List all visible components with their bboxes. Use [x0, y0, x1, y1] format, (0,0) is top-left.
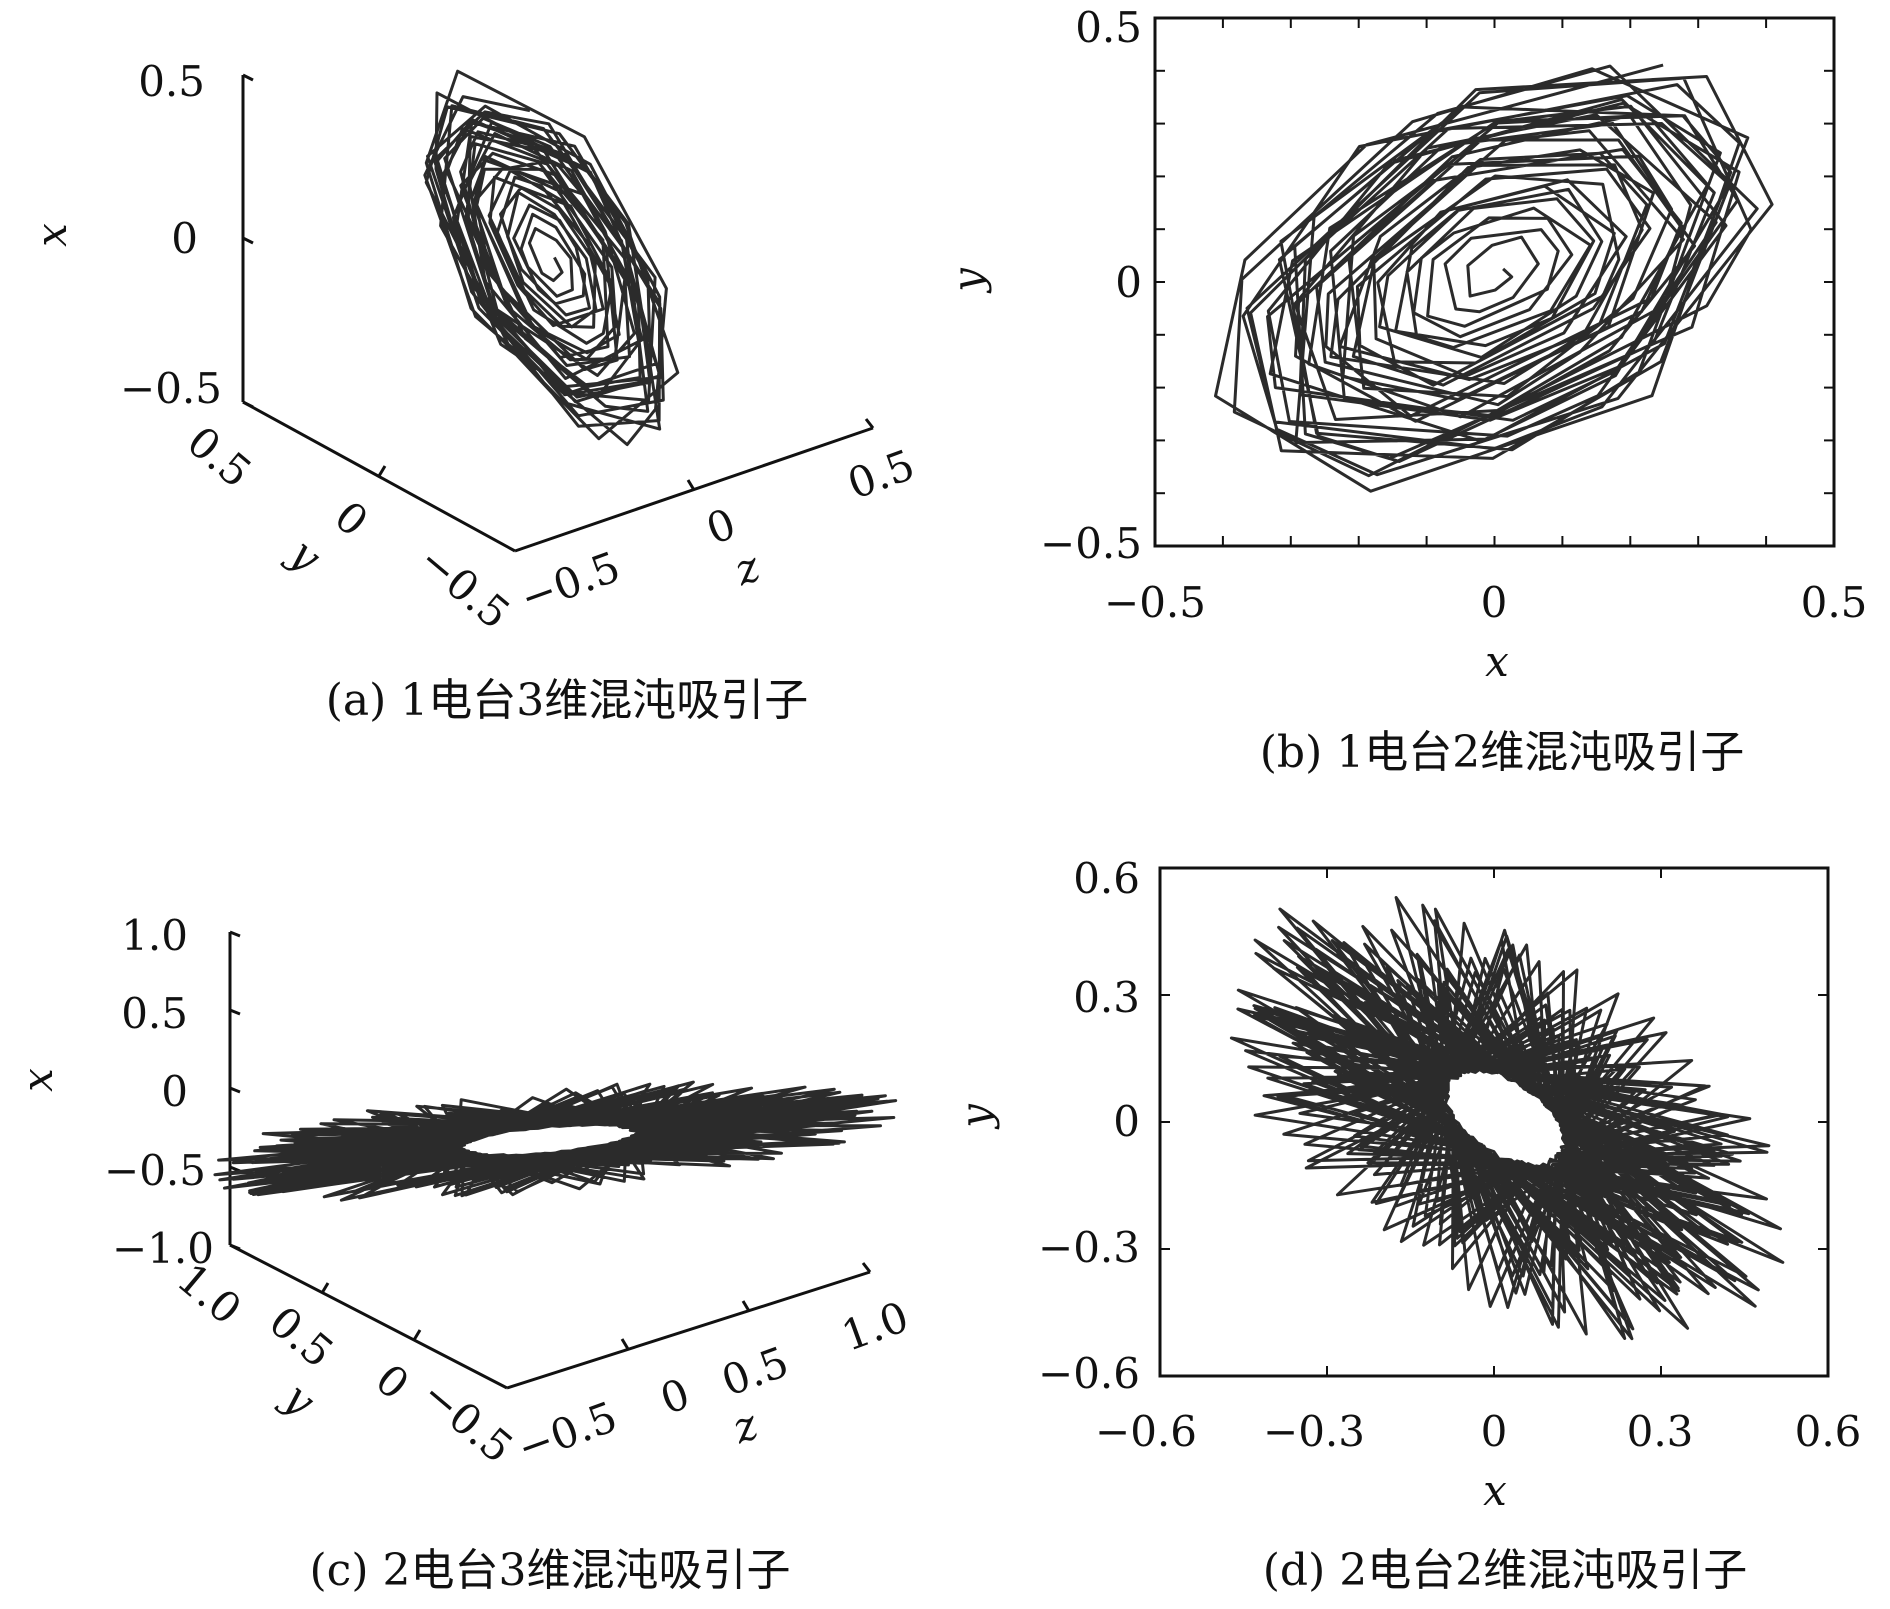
- panel-b-x-tick-label: 0.5: [1801, 578, 1868, 627]
- panel-a-z-axis-label: z: [727, 541, 766, 595]
- panel-a-x-tick-top: [242, 73, 254, 82]
- panel-c-x-tick-label: 0: [161, 1067, 188, 1116]
- panel-c-y-tick-label: −0.5: [413, 1369, 523, 1472]
- panel-b-x-tick-label: −0.5: [1104, 578, 1206, 627]
- panel-c-y-tick-label: 0.5: [260, 1297, 343, 1377]
- panel-c-x-tick-label: 1.0: [121, 911, 188, 960]
- panel-d-minor-ticks: [1160, 868, 1828, 1376]
- panel-a-x-tick-label: −0.5: [120, 364, 222, 413]
- panel-d-caption: (d) 2电台2维混沌吸引子: [1263, 1545, 1747, 1596]
- panel-c-z-tick-label: 0: [654, 1369, 696, 1424]
- panel-b: 0.5 0 −0.5 −0.5 0 0.5 x y (b) 1电台2维混沌吸引子: [943, 3, 1867, 778]
- panel-a-x-axis-label: x: [27, 223, 76, 247]
- panel-b-y-tick-label: 0: [1115, 258, 1142, 307]
- panel-c-x-tick: [229, 930, 241, 938]
- panel-c: 1.0 0.5 0 −0.5 −1.0 x 1.0 0.5 0 −0.5 y −…: [13, 911, 915, 1596]
- panel-d-x-tick-label: −0.6: [1095, 1407, 1197, 1456]
- panel-a-x-tick-label: 0: [171, 214, 198, 263]
- panel-b-y-tick-label: 0.5: [1075, 3, 1142, 52]
- panel-c-y-tick: [320, 1282, 330, 1294]
- panel-d-x-axis-label: x: [1483, 1466, 1507, 1515]
- panel-c-y-tick: [412, 1329, 422, 1341]
- panel-b-x-tick-label: 0: [1481, 578, 1508, 627]
- panel-c-y-axis-label: y: [273, 1371, 325, 1426]
- panel-d-x-tick-label: 0.3: [1627, 1407, 1694, 1456]
- panel-a-y-tick-mid: [377, 465, 387, 477]
- panel-d-attractor-trajectory: [1229, 896, 1785, 1341]
- panel-a-caption: (a) 1电台3维混沌吸引子: [326, 675, 809, 726]
- panel-a-x-tick-label: 0.5: [138, 57, 205, 106]
- panel-c-x-tick-label: 0.5: [121, 989, 188, 1038]
- panel-d-x-tick-label: 0: [1481, 1407, 1508, 1456]
- panel-c-y-axis-line: [229, 1243, 508, 1390]
- panel-c-attractor-trajectory: [213, 1080, 898, 1202]
- panel-c-x-tick: [229, 1086, 241, 1094]
- panel-b-minor-ticks: [1155, 18, 1834, 546]
- panel-c-z-tick: [620, 1338, 630, 1350]
- panel-a-y-tick-label: −0.5: [410, 535, 520, 638]
- panel-d: 0.6 0.3 0 −0.3 −0.6 −0.6 −0.3 0 0.3 0.6 …: [951, 854, 1861, 1596]
- panel-d-x-tick-label: −0.3: [1263, 1407, 1365, 1456]
- panel-c-axes: [228, 930, 872, 1390]
- panel-b-x-axis-label: x: [1485, 637, 1509, 686]
- panel-b-caption: (b) 1电台2维混沌吸引子: [1260, 727, 1744, 778]
- panel-a-y-axis-line: [242, 400, 516, 553]
- panel-c-z-tick: [741, 1300, 751, 1312]
- panel-a: 0.5 0 −0.5 x 0.5 0 −0.5 y −0.5 0 0.5 z (…: [27, 57, 921, 726]
- panel-a-x-tick-mid: [242, 236, 254, 245]
- panel-c-z-tick-label: 1.0: [835, 1292, 915, 1361]
- panel-d-y-axis-label: y: [951, 1103, 1000, 1130]
- panel-a-z-tick-label: −0.5: [514, 542, 627, 623]
- panel-a-z-tick-end: [864, 418, 875, 429]
- panel-c-z-tick-label: 0.5: [715, 1337, 795, 1406]
- panel-c-caption: (c) 2电台3维混沌吸引子: [310, 1545, 791, 1596]
- panel-d-y-tick-label: −0.3: [1038, 1223, 1140, 1272]
- panel-d-y-tick-label: −0.6: [1038, 1349, 1140, 1398]
- panel-d-y-tick-label: 0: [1113, 1097, 1140, 1146]
- panel-c-z-tick-label: −0.5: [511, 1392, 624, 1473]
- panel-c-z-axis-line: [506, 1270, 871, 1390]
- panel-c-x-tick-label: −1.0: [112, 1224, 214, 1273]
- panel-c-x-tick-label: −0.5: [104, 1146, 206, 1195]
- panel-d-y-tick-label: 0.3: [1073, 973, 1140, 1022]
- panel-a-axes: [241, 73, 875, 553]
- panel-c-y-tick-label: 0: [366, 1355, 418, 1410]
- panel-b-y-tick-label: −0.5: [1040, 519, 1142, 568]
- panel-c-x-axis-label: x: [13, 1068, 62, 1092]
- panel-a-y-tick-label: 0.5: [178, 417, 261, 497]
- panel-b-attractor-trajectory: [1214, 63, 1774, 493]
- panel-a-z-tick-mid: [686, 479, 696, 491]
- panel-c-z-tick: [861, 1262, 872, 1273]
- panel-d-y-tick-label: 0.6: [1073, 854, 1140, 903]
- panel-a-y-axis-label: y: [279, 527, 331, 582]
- panel-c-z-axis-label: z: [725, 1399, 764, 1453]
- panel-c-x-tick: [229, 1008, 241, 1016]
- panel-d-x-tick-label: 0.6: [1795, 1407, 1862, 1456]
- panel-a-y-tick-label: 0: [325, 492, 377, 547]
- panel-a-z-tick-label: 0.5: [841, 440, 921, 509]
- panel-b-y-axis-label: y: [943, 267, 992, 294]
- panel-a-attractor-trajectory: [423, 69, 680, 447]
